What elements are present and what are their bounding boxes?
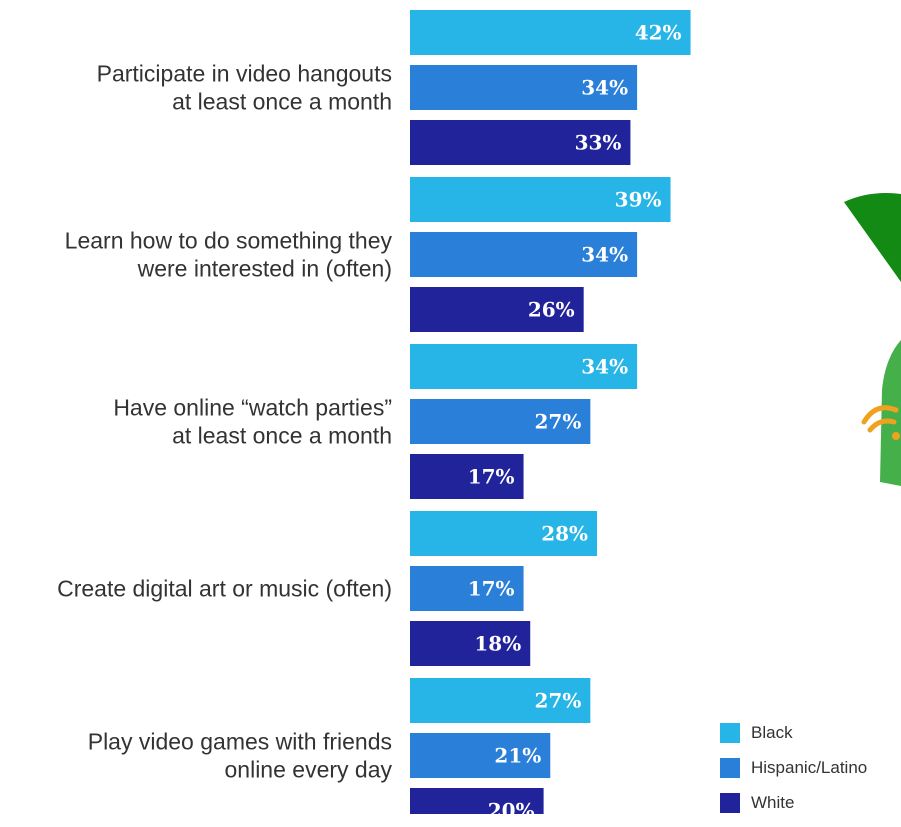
data-label: 39% bbox=[615, 188, 662, 212]
data-label: 42% bbox=[635, 21, 682, 45]
legend-swatch-white bbox=[720, 793, 740, 813]
bar bbox=[410, 678, 591, 723]
category-label-line: were interested in (often) bbox=[137, 256, 392, 282]
bar bbox=[410, 344, 638, 389]
bar bbox=[410, 621, 531, 666]
legend-label-white: White bbox=[751, 793, 795, 812]
chart-legend: Black Hispanic/Latino White bbox=[720, 722, 867, 827]
data-label: 20% bbox=[488, 799, 535, 815]
bar-group: 39% 34% 26% bbox=[410, 177, 671, 332]
data-label: 17% bbox=[468, 577, 515, 601]
bar bbox=[410, 788, 544, 814]
category-label-line: Learn how to do something they bbox=[65, 228, 393, 254]
bar-group: 34% 27% 17% bbox=[410, 344, 638, 499]
data-label: 21% bbox=[494, 744, 541, 768]
bar bbox=[410, 65, 638, 110]
bar-group: 28% 17% 18% bbox=[410, 511, 598, 666]
wifi-dot-icon bbox=[892, 432, 900, 440]
data-label: 34% bbox=[581, 76, 628, 100]
data-label: 27% bbox=[535, 689, 582, 713]
bar bbox=[410, 10, 691, 55]
category-label-line: Play video games with friends bbox=[88, 729, 392, 755]
bar-group: 27% 21% 20% bbox=[410, 678, 591, 815]
category-label: Have online “watch parties” at least once… bbox=[113, 395, 392, 449]
category-labels: Participate in video hangouts at least on… bbox=[57, 61, 392, 783]
data-label: 26% bbox=[528, 298, 575, 322]
bar bbox=[410, 232, 638, 277]
category-label-line: at least once a month bbox=[172, 423, 392, 449]
green-figure-shape bbox=[880, 340, 901, 486]
data-label: 28% bbox=[541, 522, 588, 546]
bar bbox=[410, 399, 591, 444]
legend-item-white: White bbox=[720, 792, 867, 814]
data-label: 34% bbox=[581, 243, 628, 267]
category-label-line: Create digital art or music (often) bbox=[57, 576, 392, 602]
category-label-line: at least once a month bbox=[172, 89, 392, 115]
bar bbox=[410, 454, 524, 499]
legend-item-hispanic-latino: Hispanic/Latino bbox=[720, 757, 867, 779]
bar bbox=[410, 566, 524, 611]
wifi-signal-icon bbox=[861, 405, 899, 425]
bar-group: 42% 34% 33% bbox=[410, 10, 691, 165]
bar bbox=[410, 177, 671, 222]
data-label: 27% bbox=[535, 410, 582, 434]
data-label: 34% bbox=[581, 355, 628, 379]
bar bbox=[410, 120, 631, 165]
data-label: 17% bbox=[468, 465, 515, 489]
bar bbox=[410, 287, 584, 332]
bars-layer: 42%34%33%39%34%26%34%27%17%28%17%18%27%2… bbox=[410, 10, 691, 814]
decorative-illustration bbox=[844, 193, 901, 486]
wifi-arc-icon bbox=[867, 418, 897, 433]
green-triangle-shape bbox=[844, 193, 901, 282]
category-label-line: Have online “watch parties” bbox=[113, 395, 392, 421]
legend-swatch-hispanic-latino bbox=[720, 758, 740, 778]
bar bbox=[410, 511, 598, 556]
category-label-line: online every day bbox=[225, 757, 393, 783]
category-label: Create digital art or music (often) bbox=[57, 576, 392, 602]
data-label: 33% bbox=[575, 131, 622, 155]
category-label: Participate in video hangouts at least on… bbox=[97, 61, 392, 115]
data-label: 18% bbox=[474, 632, 521, 656]
legend-item-black: Black bbox=[720, 722, 867, 744]
bar bbox=[410, 733, 551, 778]
legend-swatch-black bbox=[720, 723, 740, 743]
legend-label-hispanic-latino: Hispanic/Latino bbox=[751, 758, 868, 777]
category-label-line: Participate in video hangouts bbox=[97, 61, 392, 87]
category-label: Learn how to do something they were inter… bbox=[65, 228, 393, 282]
category-label: Play video games with friends online ever… bbox=[88, 729, 393, 783]
legend-label-black: Black bbox=[751, 723, 793, 742]
